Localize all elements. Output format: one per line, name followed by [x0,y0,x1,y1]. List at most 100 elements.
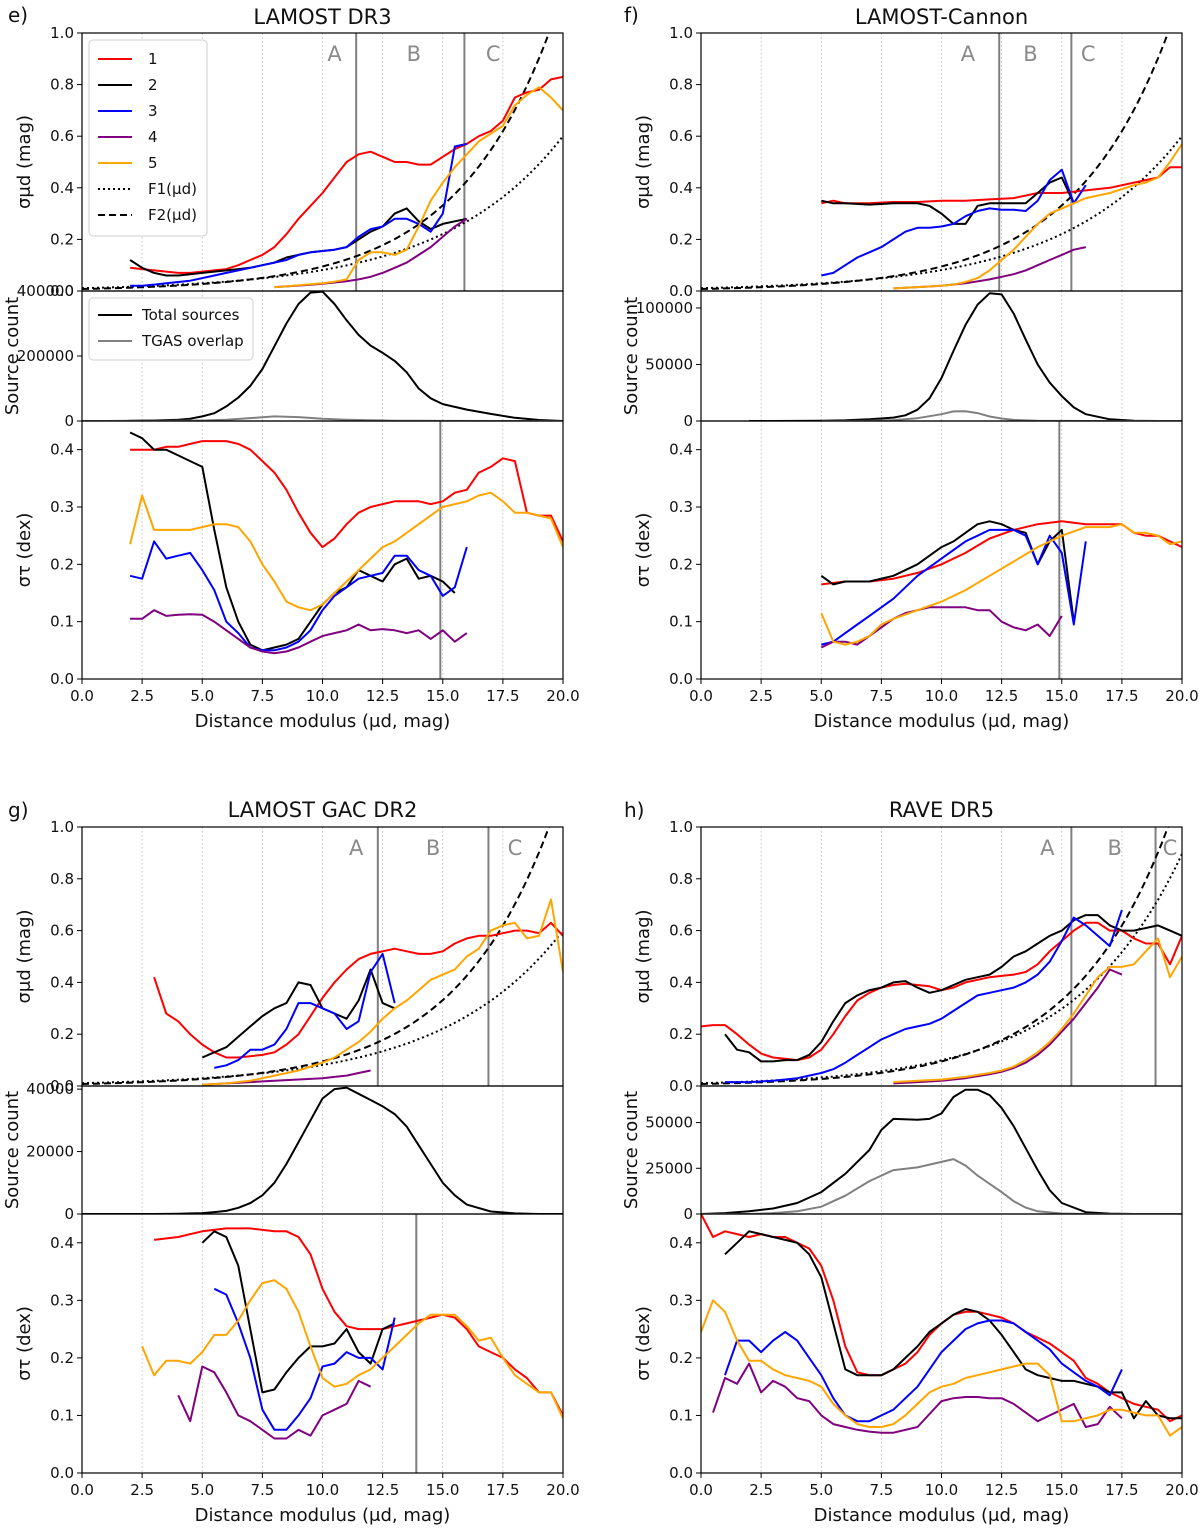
region-label-a: A [961,42,976,66]
y-tick-label: 0.4 [669,179,693,197]
series-line-5 [701,1299,1182,1437]
chart-title: LAMOST-Cannon [855,5,1028,29]
x-tick-label: 12.5 [985,1481,1018,1499]
y-tick-label: 0.4 [669,1234,693,1252]
x-tick-label: 20.0 [1165,687,1198,705]
y-axis-label: στ (dex) [14,513,35,588]
x-tick-label: 2.5 [749,687,773,705]
y-tick-label: 0.0 [669,282,693,300]
y-tick-label: 1.0 [669,818,693,836]
y-tick-label: 0.8 [50,870,74,888]
region-label-b: B [426,836,440,860]
chart-panel-f: LAMOST-Cannon f) 0.0 0.2 0.4 0.6 0.8 1.0 σμd (ma… [621,3,1199,732]
y-tick-label: 0 [64,412,74,430]
series-line-3 [725,909,1123,1084]
curve-f2 [701,827,1170,1085]
x-tick-label: 12.5 [985,687,1018,705]
y-axis-label: Source count [2,1091,23,1209]
y-tick-label: 20000 [26,1143,74,1161]
x-tick-label: 15.0 [1045,687,1078,705]
series-line-1 [153,1227,563,1416]
y-axis-label: σμd (mag) [633,909,654,1003]
y-tick-label: 0.0 [50,282,74,300]
series-line-1 [821,520,1182,586]
y-tick-label: 0 [64,1205,74,1223]
series-line-4 [177,1365,372,1440]
chart-title: LAMOST DR3 [253,5,391,29]
y-tick-label: 0.6 [50,922,74,940]
x-tick-label: 20.0 [1165,1481,1198,1499]
x-tick-label: 17.5 [1105,1481,1138,1499]
y-tick-label: 0.6 [669,922,693,940]
y-tick-label: 0.4 [669,441,693,459]
y-tick-label: 0.2 [50,230,74,248]
region-label-b: B [1107,836,1121,860]
series-line-1 [153,921,563,1059]
series-line-5 [820,523,1182,646]
x-tick-label: 7.5 [869,687,893,705]
chart-title: RAVE DR5 [889,798,994,822]
panel-tag: e) [8,3,28,27]
series-line-3 [724,1319,1123,1423]
y-tick-label: 0.3 [669,498,693,516]
subplot-top: 0.0 0.2 0.4 0.6 0.8 1.0 σμd (mag) A B C [14,818,564,1095]
x-tick-label: 7.5 [250,1481,274,1499]
x-tick-label: 2.5 [130,687,154,705]
legend-label: F1(μd) [148,180,197,198]
y-tick-label: 0.1 [50,1406,74,1424]
y-axis-label: στ (dex) [633,1306,654,1381]
y-axis-label: σμd (mag) [14,909,35,1003]
y-tick-label: 50000 [645,355,693,373]
y-tick-label: 0.2 [50,555,74,573]
y-tick-label: 0.2 [669,555,693,573]
chart-panel-g: LAMOST GAC DR2 g) 0.0 0.2 0.4 0.6 0.8 1.0 σμd (m… [2,798,580,1526]
y-tick-label: 0.3 [669,1291,693,1309]
curve-f2 [82,827,551,1085]
y-tick-label: 0.4 [50,441,74,459]
y-tick-label: 1.0 [50,24,74,42]
legend-label: 3 [148,102,158,120]
legend-box [88,39,208,237]
legend-top: 1 2 3 4 5 F1(μd) F2(μd) [88,39,208,237]
x-tick-label: 12.5 [366,1481,399,1499]
series-line-2 [724,914,1182,1063]
y-axis-label: σμd (mag) [14,115,35,209]
panel-tag: g) [8,798,29,822]
series-line-5 [893,143,1182,290]
region-label-b: B [1023,42,1037,66]
y-tick-label: 0.1 [50,613,74,631]
region-label-c: C [1081,42,1096,66]
y-tick-label: 25000 [645,1159,693,1177]
y-tick-label: 0.0 [669,1464,693,1482]
y-axis-label: στ (dex) [14,1306,35,1381]
y-tick-label: 0.0 [669,670,693,688]
y-tick-label: 0.2 [669,230,693,248]
x-tick-label: 17.5 [486,687,519,705]
y-tick-label: 0.3 [50,1291,74,1309]
y-tick-label: 0.2 [50,1025,74,1043]
series-line-5 [202,898,563,1086]
subplot-bottom: 0.0 0.1 0.2 0.3 0.4 στ (dex) [14,1213,564,1482]
x-tick-label: 0.0 [70,1481,94,1499]
series-line-1 [129,75,563,274]
y-tick-label: 400000 [17,282,74,300]
y-axis-label: Source count [2,297,23,415]
y-tick-label: 0.4 [50,1234,74,1252]
region-label-c: C [508,836,523,860]
x-tick-label: 17.5 [1105,687,1138,705]
series-line-2 [201,1230,396,1394]
chart-panel-h: RAVE DR5 h) 0.0 0.2 0.4 0.6 0.8 1.0 σμd (mag) A B C… [621,798,1199,1526]
series-line-2 [129,431,456,652]
x-axis-label: Distance modulus (μd, mag) [814,1505,1070,1526]
region-label-c: C [486,42,501,66]
series-line-5 [893,937,1182,1084]
series-line-5 [141,1279,563,1419]
region-label-a: A [1040,836,1055,860]
legend-box [88,297,254,361]
x-axis-label: Distance modulus (μd, mag) [814,711,1070,732]
x-tick-label: 17.5 [486,1481,519,1499]
legend-label: 2 [148,76,158,94]
